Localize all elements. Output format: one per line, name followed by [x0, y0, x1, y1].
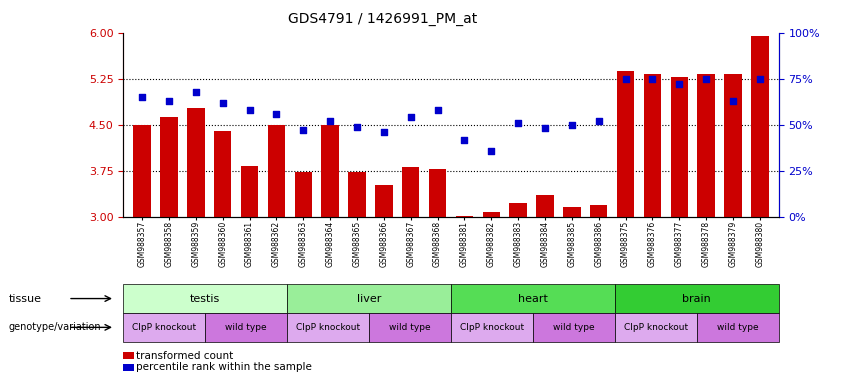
Point [700, 76, 713, 82]
Bar [510, 204, 527, 217]
Bar [643, 74, 661, 217]
Text: ClpP knockout: ClpP knockout [460, 323, 524, 332]
Point [163, 98, 176, 104]
Bar [402, 167, 420, 217]
Point [270, 111, 283, 117]
Point [377, 129, 391, 135]
Bar [617, 71, 634, 217]
Bar [483, 212, 500, 217]
Bar [590, 205, 608, 217]
Point [646, 76, 660, 82]
Point [458, 136, 471, 142]
Text: wild type: wild type [553, 323, 595, 332]
Text: liver: liver [357, 293, 381, 304]
Point [216, 99, 230, 106]
Text: heart: heart [518, 293, 548, 304]
Bar [241, 166, 259, 217]
Point [243, 107, 256, 113]
Bar [536, 195, 554, 217]
Bar [429, 169, 446, 217]
Bar [214, 131, 231, 217]
Text: ClpP knockout: ClpP knockout [296, 323, 360, 332]
Text: ClpP knockout: ClpP knockout [624, 323, 688, 332]
Point [135, 94, 149, 100]
Text: wild type: wild type [389, 323, 431, 332]
Bar [268, 125, 285, 217]
Point [672, 81, 686, 87]
Bar [724, 74, 742, 217]
Bar [751, 36, 768, 217]
Point [404, 114, 418, 121]
Point [592, 118, 606, 124]
Text: ClpP knockout: ClpP knockout [132, 323, 197, 332]
Text: GDS4791 / 1426991_PM_at: GDS4791 / 1426991_PM_at [288, 12, 477, 25]
Bar [698, 74, 715, 217]
Point [726, 98, 740, 104]
Point [189, 89, 203, 95]
Point [431, 107, 444, 113]
Bar [187, 108, 204, 217]
Point [619, 76, 632, 82]
Text: tissue: tissue [9, 293, 42, 304]
Bar [456, 216, 473, 217]
Text: wild type: wild type [226, 323, 267, 332]
Bar [671, 77, 688, 217]
Point [351, 124, 364, 130]
Bar [563, 207, 580, 217]
Point [538, 126, 551, 132]
Text: genotype/variation: genotype/variation [9, 322, 101, 333]
Bar [294, 172, 312, 217]
Bar [348, 172, 366, 217]
Text: brain: brain [683, 293, 711, 304]
Text: wild type: wild type [717, 323, 758, 332]
Bar [322, 125, 339, 217]
Point [296, 127, 310, 133]
Text: percentile rank within the sample: percentile rank within the sample [136, 362, 312, 372]
Point [753, 76, 767, 82]
Bar [134, 125, 151, 217]
Point [565, 122, 579, 128]
Bar [375, 185, 392, 217]
Text: transformed count: transformed count [136, 351, 233, 361]
Point [323, 118, 337, 124]
Text: testis: testis [190, 293, 220, 304]
Point [484, 147, 498, 154]
Point [511, 120, 525, 126]
Bar [160, 118, 178, 217]
